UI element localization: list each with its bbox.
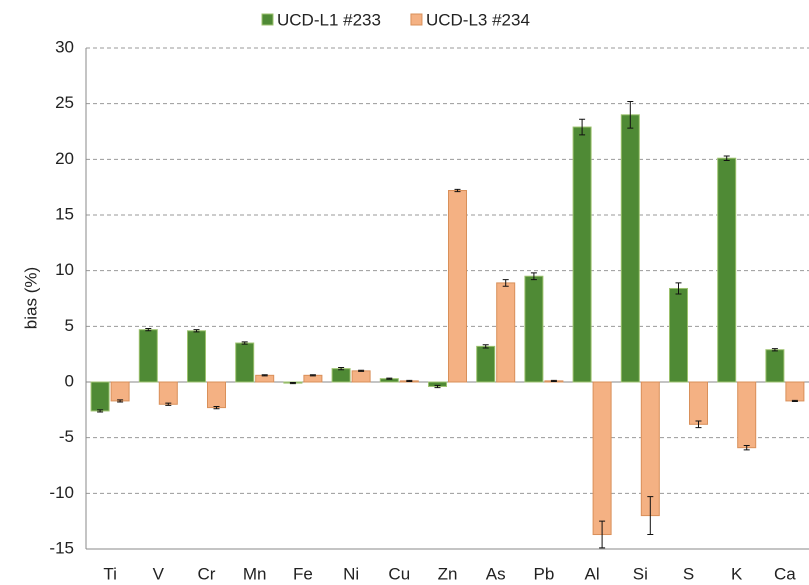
error-bar — [791, 399, 798, 402]
y-tick-label: -10 — [49, 483, 74, 502]
x-tick-label: K — [731, 564, 743, 583]
y-tick-label: 5 — [65, 316, 74, 335]
y-tick-label: 25 — [55, 93, 74, 112]
legend-swatch — [261, 13, 274, 26]
x-tick-label: Al — [585, 564, 600, 583]
error-bar — [502, 279, 509, 287]
x-tick-label: Ni — [343, 564, 359, 583]
error-bar — [482, 344, 489, 349]
error-bar — [579, 118, 586, 136]
error-bar — [695, 420, 702, 429]
bar — [110, 381, 130, 402]
x-tick-label: Fe — [293, 564, 313, 583]
error-bar — [97, 409, 104, 413]
error-bar — [309, 374, 316, 377]
error-bar — [454, 188, 461, 193]
bar — [737, 381, 757, 449]
error-bar — [627, 100, 634, 129]
bar — [592, 381, 612, 536]
error-bar — [117, 399, 124, 403]
bar — [448, 190, 467, 383]
bar — [90, 381, 110, 412]
error-bar — [165, 402, 172, 406]
bar — [524, 275, 544, 383]
error-bar — [406, 379, 413, 382]
bar — [496, 282, 516, 383]
error-bar — [599, 520, 606, 549]
legend-label: UCD-L3 #234 — [426, 10, 530, 29]
y-tick-label: -5 — [59, 427, 74, 446]
bar — [689, 381, 708, 425]
error-bar — [338, 367, 345, 371]
x-tick-label: S — [683, 564, 694, 583]
y-tick-label: 30 — [55, 37, 74, 56]
x-tick-label: Ca — [774, 564, 796, 583]
bar — [717, 157, 737, 383]
x-tick-label: Mn — [243, 564, 267, 583]
bar — [765, 349, 785, 383]
y-tick-label: -15 — [49, 538, 74, 557]
legend-swatch — [410, 13, 423, 26]
y-tick-label: 10 — [55, 260, 74, 279]
bar — [620, 114, 640, 383]
bar — [331, 368, 351, 383]
bar — [785, 381, 805, 402]
bar — [640, 381, 660, 517]
error-bar — [213, 405, 220, 410]
error-bar — [241, 341, 248, 345]
y-tick-label: 0 — [65, 371, 74, 390]
error-bar — [550, 379, 557, 382]
error-bar — [530, 272, 537, 281]
error-bar — [675, 282, 682, 295]
error-bar — [771, 348, 778, 352]
x-tick-label: Ti — [103, 564, 117, 583]
bar — [669, 287, 688, 383]
error-bar — [358, 369, 365, 372]
bar — [235, 342, 255, 383]
x-tick-label: V — [153, 564, 165, 583]
x-tick-label: Pb — [534, 564, 555, 583]
bar — [476, 345, 496, 383]
x-tick-label: Cr — [198, 564, 216, 583]
error-bar — [386, 377, 393, 380]
bar — [138, 329, 158, 383]
error-bar — [723, 155, 730, 161]
error-bar — [289, 382, 296, 385]
error-bar — [193, 329, 200, 333]
bar — [187, 330, 206, 383]
y-tick-label: 20 — [55, 149, 74, 168]
bar — [572, 126, 592, 383]
error-bar — [647, 496, 654, 536]
bar — [207, 381, 226, 409]
error-bar — [145, 328, 152, 332]
x-tick-label: Si — [633, 564, 648, 583]
error-bar — [743, 444, 750, 451]
x-tick-label: As — [486, 564, 506, 583]
error-bar — [434, 384, 441, 389]
y-tick-label: 15 — [55, 204, 74, 223]
bar — [158, 381, 178, 405]
x-tick-label: Cu — [388, 564, 410, 583]
error-bar — [261, 374, 268, 377]
bar — [351, 370, 371, 383]
y-axis-label: bias (%) — [21, 267, 40, 329]
x-tick-label: Zn — [438, 564, 458, 583]
legend-label: UCD-L1 #233 — [277, 10, 381, 29]
